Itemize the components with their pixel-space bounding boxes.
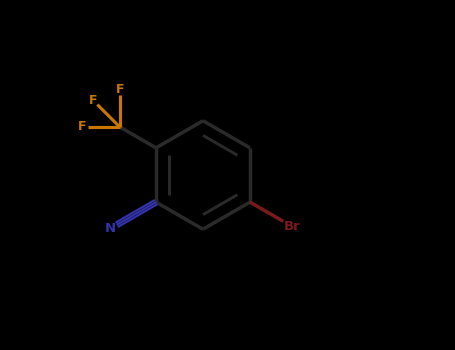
- Text: F: F: [116, 83, 124, 96]
- Text: N: N: [104, 222, 116, 235]
- Text: F: F: [78, 120, 86, 133]
- Text: F: F: [89, 94, 97, 107]
- Text: Br: Br: [283, 220, 300, 233]
